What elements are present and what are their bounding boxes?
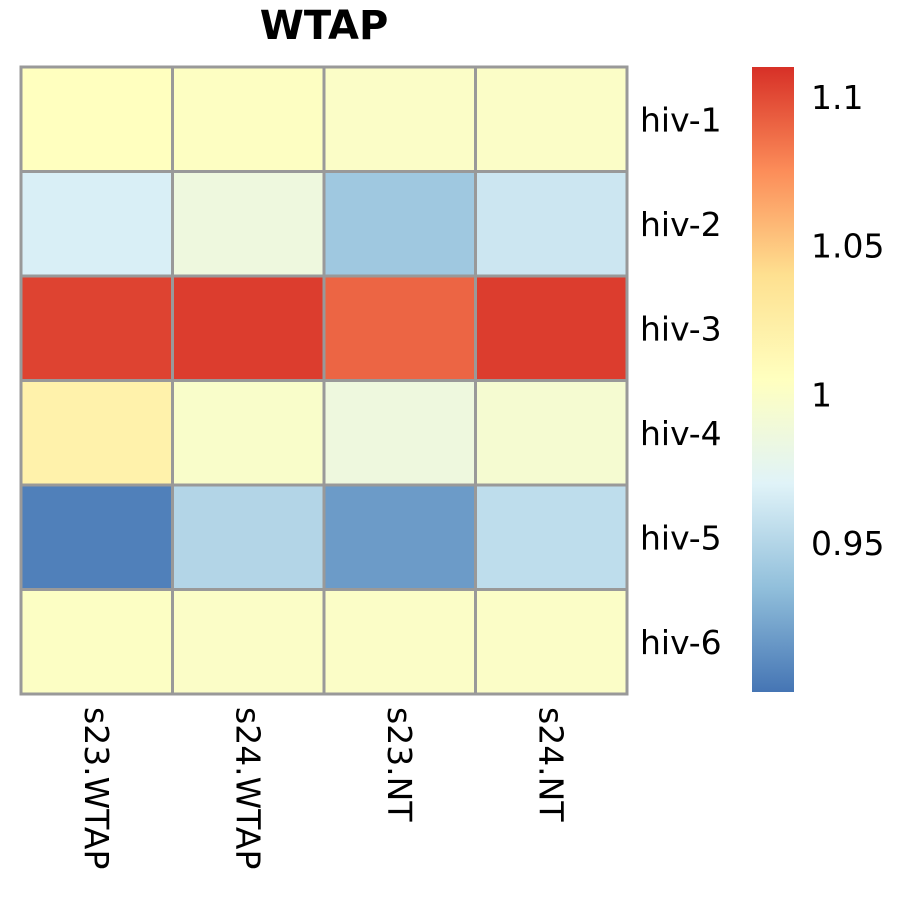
heatmap-cell-hiv-2-s24.WTAP: [171, 170, 326, 278]
column-label: s24.NT: [531, 707, 570, 822]
column-label: s23.WTAP: [77, 707, 116, 869]
heatmap-cell-hiv-3-s24.NT: [474, 274, 629, 382]
row-label: hiv-3: [640, 309, 722, 348]
heatmap-cell-hiv-5-s24.NT: [474, 483, 629, 591]
column-label: s23.NT: [380, 707, 419, 822]
heatmap-cell-hiv-5-s24.WTAP: [171, 483, 326, 591]
color-legend-ticks: 1.1 1.05 1 0.95: [811, 78, 884, 563]
heatmap-cell-hiv-4-s23.WTAP: [19, 379, 174, 487]
heatmap-cell-hiv-6-s24.NT: [474, 588, 629, 696]
heatmap-cell-hiv-4-s24.WTAP: [171, 379, 326, 487]
heatmap-cell-hiv-4-s24.NT: [474, 379, 629, 487]
color-legend-bar: [752, 67, 794, 692]
heatmap-cell-hiv-3-s23.WTAP: [19, 274, 174, 382]
legend-tick-label: 0.95: [811, 524, 884, 563]
row-label: hiv-1: [640, 100, 722, 139]
legend-tick-label: 1.1: [811, 78, 863, 117]
heatmap-cell-hiv-1-s24.WTAP: [171, 65, 326, 173]
heatmap-cell-hiv-2-s23.NT: [322, 170, 477, 278]
legend-tick-label: 1: [811, 375, 832, 414]
legend-tick-label: 1.05: [811, 227, 884, 266]
row-label: hiv-2: [640, 205, 722, 244]
row-label: hiv-4: [640, 414, 722, 453]
heatmap-cell-hiv-6-s23.NT: [322, 588, 477, 696]
heatmap-cells: [19, 65, 629, 696]
heatmap-cell-hiv-4-s23.NT: [322, 379, 477, 487]
heatmap-cell-hiv-1-s24.NT: [474, 65, 629, 173]
column-labels: s23.WTAP s24.WTAP s23.NT s24.NT: [77, 707, 571, 869]
heatmap-cell-hiv-3-s24.WTAP: [171, 274, 326, 382]
heatmap-cell-hiv-3-s23.NT: [322, 274, 477, 382]
heatmap-cell-hiv-2-s23.WTAP: [19, 170, 174, 278]
row-label: hiv-6: [640, 623, 722, 662]
heatmap-cell-hiv-5-s23.WTAP: [19, 483, 174, 591]
chart-title: WTAP: [260, 3, 389, 49]
heatmap-cell-hiv-6-s23.WTAP: [19, 588, 174, 696]
column-label: s24.WTAP: [228, 707, 267, 869]
row-label: hiv-5: [640, 518, 722, 557]
heatmap-cell-hiv-1-s23.NT: [322, 65, 477, 173]
row-labels: hiv-1 hiv-2 hiv-3 hiv-4 hiv-5 hiv-6: [640, 100, 722, 662]
heatmap-cell-hiv-6-s24.WTAP: [171, 588, 326, 696]
heatmap-cell-hiv-5-s23.NT: [322, 483, 477, 591]
heatmap-cell-hiv-1-s23.WTAP: [19, 65, 174, 173]
heatmap-cell-hiv-2-s24.NT: [474, 170, 629, 278]
